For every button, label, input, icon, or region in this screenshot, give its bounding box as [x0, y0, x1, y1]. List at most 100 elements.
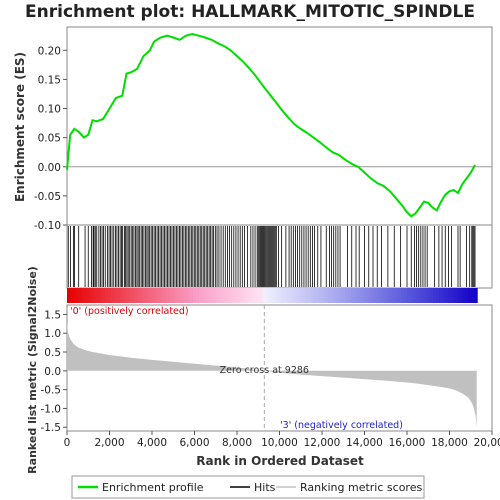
color-bar-segment — [128, 288, 133, 303]
color-bar-segment — [359, 288, 364, 303]
color-bar-segment — [465, 288, 469, 303]
color-bar-segment — [336, 288, 341, 303]
color-bar-segment — [207, 288, 212, 303]
color-bar-segment — [292, 288, 297, 303]
color-bar-segment — [462, 288, 467, 303]
color-bar-segment — [149, 288, 153, 303]
color-bar-segment — [67, 288, 71, 303]
color-bar-segment — [269, 288, 273, 303]
color-bar-segment — [160, 288, 165, 303]
chart-title: Enrichment plot: HALLMARK_MITOTIC_SPINDL… — [25, 2, 475, 22]
metric-y-tick-label: 0.5 — [44, 347, 61, 359]
color-bar-segment — [342, 288, 346, 303]
color-bar-segment — [471, 288, 475, 303]
metric-y-axis-title: Ranked list metric (Signal2Noise) — [26, 266, 39, 474]
x-tick-label: 2,000 — [94, 437, 124, 449]
color-bar-segment — [195, 288, 200, 303]
color-bar-segment — [474, 288, 478, 303]
color-bar-segment — [81, 288, 86, 303]
color-bar-segment — [433, 288, 437, 303]
color-bar-segment — [254, 288, 259, 303]
color-bar-segment — [245, 288, 250, 303]
color-bar-segment — [108, 288, 112, 303]
color-bar-segment — [163, 288, 168, 303]
color-bar-segment — [324, 288, 329, 303]
hits-lines — [67, 226, 476, 287]
color-bar-segment — [415, 288, 420, 303]
color-bar-segment — [131, 288, 135, 303]
color-bar-segment — [187, 288, 191, 303]
color-bar-segment — [447, 288, 452, 303]
color-bar-segment — [456, 288, 461, 303]
ranking-color-bar — [67, 288, 478, 303]
color-bar-segment — [190, 288, 194, 303]
color-bar-segment — [304, 288, 308, 303]
es-panel: -0.10 -0.05 0.00 0.05 0.10 0.15 0.20 — [34, 26, 493, 232]
color-bar-segment — [371, 288, 376, 303]
enrichment-profile-line — [66, 32, 476, 218]
color-bar-segment — [439, 288, 443, 303]
color-bar-segment — [321, 288, 326, 303]
color-bar-segment — [116, 288, 121, 303]
x-tick-label: 20,000 — [474, 437, 500, 449]
color-bar-segment — [354, 288, 358, 303]
color-bar-segment — [134, 288, 138, 303]
metric-y-tick-label: 1.0 — [44, 328, 61, 340]
color-bar-segment — [348, 288, 352, 303]
color-bar-segment — [90, 288, 94, 303]
color-bar-segment — [169, 288, 174, 303]
color-bar-segment — [143, 288, 147, 303]
color-bar-segment — [383, 288, 387, 303]
color-bar-segment — [345, 288, 349, 303]
metric-panel: '0' (positively correlated) Zero cross a… — [41, 304, 493, 434]
color-bar-segment — [357, 288, 361, 303]
color-bar-segment — [236, 288, 241, 303]
metric-y-axis: -1.5 -1.0 -0.5 0.0 0.5 1.0 1.5 — [41, 309, 67, 434]
metric-y-tick-label: 0.0 — [44, 366, 61, 378]
color-bar-segment — [231, 288, 235, 303]
x-tick-label: 0 — [64, 437, 71, 449]
color-bar-segment — [424, 288, 428, 303]
color-bar-segment — [69, 288, 74, 303]
color-bar-segment — [468, 288, 472, 303]
color-bar-segment — [119, 288, 124, 303]
color-bar-segment — [436, 288, 440, 303]
color-bar-segment — [72, 288, 77, 303]
color-bar-segment — [201, 288, 206, 303]
x-tick-label: 6,000 — [179, 437, 209, 449]
color-bar-segment — [257, 288, 261, 303]
color-bar-segment — [386, 288, 390, 303]
es-y-tick-label: -0.10 — [34, 220, 61, 232]
color-bar-segment — [113, 288, 118, 303]
color-bar-segment — [239, 288, 244, 303]
color-bar-segment — [400, 288, 405, 303]
color-bar-segment — [333, 288, 338, 303]
x-tick-label: 4,000 — [137, 437, 167, 449]
es-y-tick-label: 0.20 — [38, 45, 61, 57]
color-bar-segment — [151, 288, 156, 303]
negative-correlation-label: '3' (negatively correlated) — [280, 420, 403, 431]
color-bar-segment — [274, 288, 279, 303]
color-bar-segment — [327, 288, 332, 303]
color-bar-segment — [87, 288, 92, 303]
es-y-axis-title: Enrichment score (ES) — [13, 52, 27, 202]
color-bar-segment — [181, 288, 185, 303]
es-y-tick-label: 0.00 — [38, 162, 61, 174]
color-bar-segment — [219, 288, 223, 303]
color-bar-segment — [289, 288, 294, 303]
color-bar-segment — [427, 288, 431, 303]
color-bar-segment — [398, 288, 402, 303]
color-bar-segment — [78, 288, 83, 303]
x-tick-label: 12,000 — [304, 437, 341, 449]
color-bar-segment — [412, 288, 417, 303]
color-bar-segment — [330, 288, 335, 303]
color-bar-segment — [283, 288, 288, 303]
color-bar-segment — [406, 288, 411, 303]
color-bar-segment — [280, 288, 285, 303]
color-bar-segment — [96, 288, 100, 303]
color-bar-segment — [395, 288, 399, 303]
color-bar-segment — [228, 288, 232, 303]
color-bar-segment — [301, 288, 305, 303]
color-bar-segment — [99, 288, 103, 303]
color-bar-segment — [392, 288, 396, 303]
